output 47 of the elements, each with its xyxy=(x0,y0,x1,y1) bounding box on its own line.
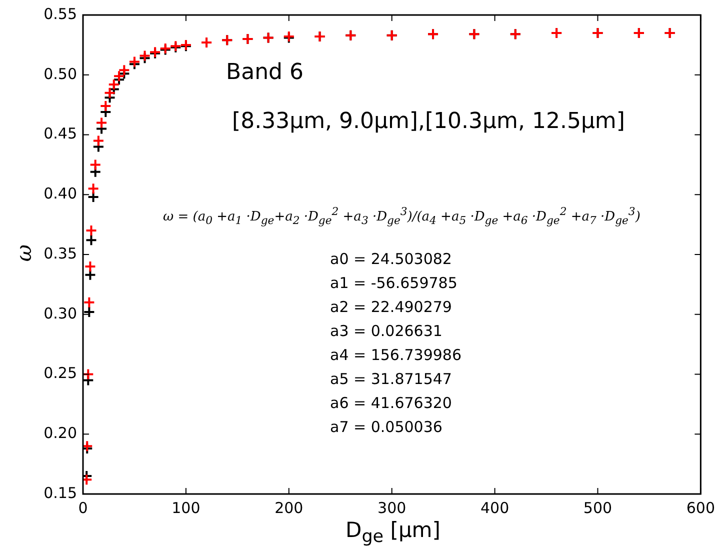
point xyxy=(138,50,151,62)
point xyxy=(100,100,112,112)
x-tick-label: 300 xyxy=(378,498,406,517)
point xyxy=(87,182,100,195)
y-tick-label: 0.40 xyxy=(44,184,77,203)
y-tick-label: 0.15 xyxy=(44,484,77,502)
x-tick-label: 100 xyxy=(172,498,200,517)
annotation: Band 6 xyxy=(226,60,304,85)
point xyxy=(118,64,130,76)
annotation: a0 = 24.503082 xyxy=(330,250,452,268)
point xyxy=(113,70,126,82)
point xyxy=(83,296,96,308)
point xyxy=(92,134,104,147)
point xyxy=(83,368,94,380)
point xyxy=(89,158,102,171)
x-axis-title: D$_{ge}$ [μm] xyxy=(346,518,440,548)
annotation: a7 = 0.050036 xyxy=(330,418,442,436)
annotation: a6 = 41.676320 xyxy=(330,394,452,412)
y-tick-label: 0.35 xyxy=(44,244,77,262)
x-tick-label: 400 xyxy=(480,498,510,517)
point xyxy=(108,78,120,90)
y-tick-label: 0.25 xyxy=(44,364,77,382)
point xyxy=(85,224,98,237)
y-tick-label: 0.20 xyxy=(44,424,77,442)
point xyxy=(87,191,100,204)
point xyxy=(96,116,108,129)
annotation: a2 = 22.490279 xyxy=(330,298,452,316)
y-axis-title: ω xyxy=(12,244,36,262)
annotation: a4 = 156.739986 xyxy=(330,346,462,364)
x-tick-label: 0 xyxy=(78,498,88,517)
y-tick-label: 0.50 xyxy=(44,64,77,83)
point xyxy=(104,86,116,99)
annotation: a5 = 31.871547 xyxy=(330,370,452,388)
x-tick-label: 200 xyxy=(274,498,304,517)
point xyxy=(84,268,96,281)
point xyxy=(84,260,96,272)
text: ω = (a$_{0}$ +a$_{1}$ ·D$_{ge}$+a$_{2}$ ·D$_{ge}$$^{2}$ +a$_{3}$ ·D$_{ge}$$^{3}$)/(a$_{4}$ +a$_{5}$ ·D$_{ge}$ +a$_{6}$ ·D$_{ge}$$^{2}$ +a$_{7}$ ·D$_{ge}$$^{3}$) xyxy=(163,205,640,227)
annotation: a1 = -56.659785 xyxy=(330,274,458,292)
annotation: a3 = 0.026631 xyxy=(330,322,442,340)
x-tick-label: 500 xyxy=(583,498,612,517)
y-tick-label: 0.55 xyxy=(44,4,77,23)
annotation: [8.33μm, 9.0μm],[10.3μm, 12.5μm] xyxy=(232,109,625,134)
x-tick-label: 600 xyxy=(686,498,716,517)
y-tick-label: 0.30 xyxy=(44,304,77,322)
y-tick-label: 0.45 xyxy=(44,124,77,143)
point xyxy=(128,56,140,68)
point xyxy=(85,234,98,246)
